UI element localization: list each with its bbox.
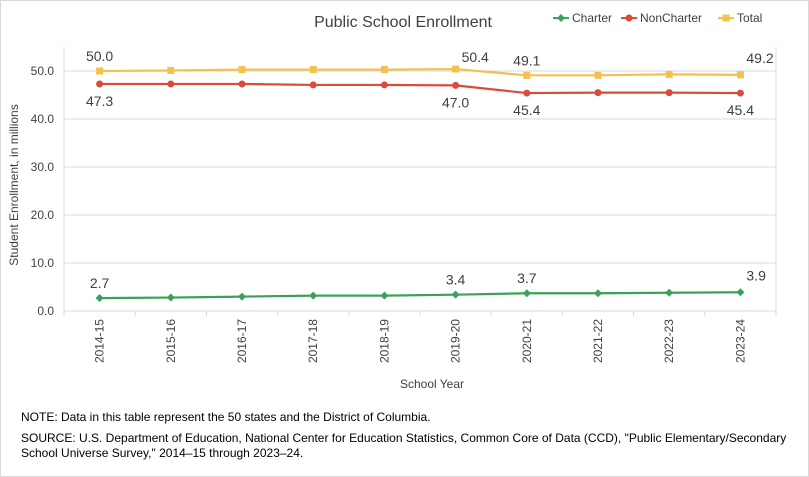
y-tick-label: 30.0 [31,160,55,174]
data-label: 49.2 [746,50,773,66]
data-label: 47.0 [442,94,469,110]
data-point [380,81,388,89]
series-charter [95,288,745,303]
x-tick-label: 2018-19 [377,319,391,363]
x-tick-labels: 2014-15 2015-16 2016-17 2017-18 2018-19 2019-… [93,319,748,363]
data-point [736,71,744,79]
x-tick-label: 2017-18 [306,319,320,363]
data-point [96,80,104,88]
data-point [238,292,246,301]
data-label: 3.9 [746,267,766,283]
legend-label: NonCharter [640,11,702,25]
legend-item-noncharter: NonCharter [621,11,702,25]
data-point [309,66,317,74]
data-point [452,81,460,89]
x-axis-label: School Year [400,377,464,391]
source-text: SOURCE: U.S. Department of Education, Na… [21,431,787,460]
y-tick-label: 10.0 [31,256,55,270]
data-point [625,14,633,22]
x-tick-label: 2019-20 [449,319,463,363]
data-point [166,293,175,302]
data-point [523,89,531,97]
gridlines [63,47,777,316]
x-tick-label: 2014-15 [93,319,107,363]
data-point [452,65,460,73]
data-label: 47.3 [86,93,113,109]
x-tick-label: 2020-21 [520,319,534,363]
y-tick-label: 20.0 [31,208,55,222]
series-line [99,291,741,300]
data-point [594,71,602,79]
x-tick-label: 2023-24 [733,319,747,363]
data-label: 3.7 [517,270,537,286]
data-point [451,290,460,299]
data-point [522,289,531,298]
y-tick-label: 0.0 [37,304,54,318]
data-point [309,291,318,300]
series-total [96,65,744,79]
data-point [665,89,673,97]
data-point [665,288,674,297]
data-point [96,67,104,75]
data-label: 45.4 [727,102,754,118]
series-line [99,67,741,77]
data-point [238,66,246,74]
y-tick-label: 40.0 [31,112,55,126]
data-point [557,14,565,22]
data-labels: 2.7 3.4 3.7 3.9 47.3 47.0 45.4 45.4 50.0 50.4 49.1… [86,48,774,291]
data-point [309,81,317,89]
legend-item-total: Total [718,11,762,25]
x-tick-label: 2015-16 [164,319,178,363]
y-axis-label: Student Enrollment, in millions [7,104,21,265]
data-point [523,71,531,79]
data-point [594,289,602,298]
series-group [95,65,745,303]
data-point [238,80,246,88]
data-point [167,80,175,88]
series-noncharter [96,80,744,97]
legend: Charter NonCharter Total [553,11,762,25]
data-label: 50.0 [86,48,113,64]
data-point [95,294,104,303]
data-point [665,70,673,78]
data-label: 2.7 [90,275,110,291]
x-tick-label: 2022-23 [662,319,676,363]
data-label: 45.4 [513,102,540,118]
data-point [167,67,175,75]
series-line [99,82,741,95]
data-point [736,89,744,97]
data-point [722,14,730,22]
y-tick-label: 50.0 [31,64,55,78]
data-point [380,291,389,300]
x-tick-label: 2016-17 [235,319,249,363]
data-label: 50.4 [462,49,489,65]
enrollment-line-chart: Public School Enrollment 0.0 10.0 20.0 30.0… [7,11,777,391]
data-point [594,89,602,97]
legend-item-charter: Charter [553,11,612,25]
data-point [380,66,388,74]
chart-title: Public School Enrollment [314,14,492,31]
legend-label: Total [737,11,762,25]
note-text: NOTE: Data in this table represent the 5… [21,410,431,424]
data-label: 3.4 [446,272,466,288]
data-label: 49.1 [513,52,540,68]
legend-label: Charter [572,11,612,25]
data-point [736,288,745,297]
y-tick-labels: 0.0 10.0 20.0 30.0 40.0 50.0 [31,64,55,318]
x-tick-label: 2021-22 [591,319,605,363]
